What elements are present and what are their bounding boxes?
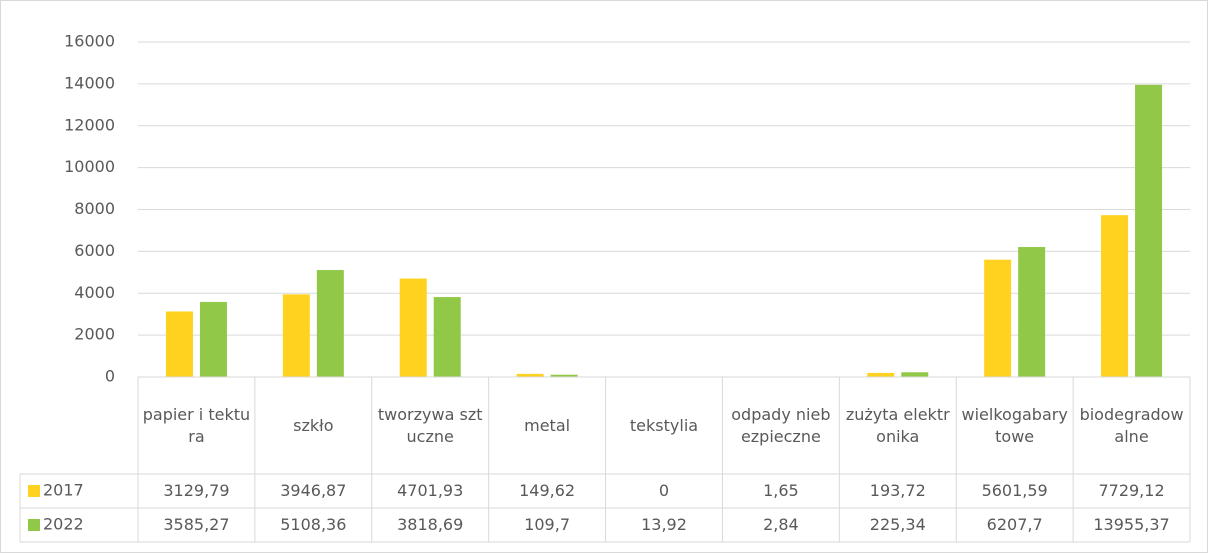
y-tick-label: 0 xyxy=(105,367,115,386)
y-tick-label: 14000 xyxy=(64,73,115,92)
category-label: tworzywa sztuczne xyxy=(377,404,483,446)
bar xyxy=(901,372,929,377)
data-table-value: 7729,12 xyxy=(1098,481,1165,500)
bar xyxy=(433,297,461,377)
legend-label: 2017 xyxy=(43,481,84,500)
bar xyxy=(399,278,427,377)
category-label: zużyta elektronika xyxy=(845,404,950,446)
bar xyxy=(282,294,310,377)
data-table-value: 3585,27 xyxy=(163,515,230,534)
data-table-value: 4701,93 xyxy=(397,481,464,500)
data-table-value: 3946,87 xyxy=(280,481,347,500)
bar xyxy=(199,301,227,377)
category-label: wielkogabarytowe xyxy=(961,404,1068,446)
data-table-value: 1,65 xyxy=(763,481,799,500)
data-table-value: 6207,7 xyxy=(986,515,1043,534)
y-tick-label: 16000 xyxy=(64,32,115,51)
category-label: biodegradowalne xyxy=(1079,404,1184,446)
data-table-value: 109,7 xyxy=(524,515,570,534)
data-table-value: 3818,69 xyxy=(397,515,464,534)
y-tick-label: 2000 xyxy=(74,325,115,344)
bar xyxy=(550,374,578,377)
data-table-value: 5601,59 xyxy=(981,481,1048,500)
legend-key xyxy=(28,485,40,497)
y-tick-label: 12000 xyxy=(64,115,115,134)
category-label: metal xyxy=(524,415,571,435)
data-table-value: 149,62 xyxy=(519,481,576,500)
data-table-value: 193,72 xyxy=(869,481,926,500)
data-table-value: 225,34 xyxy=(869,515,926,534)
bar xyxy=(165,311,193,377)
legend-key xyxy=(28,519,40,531)
bar xyxy=(984,259,1012,377)
data-table-value: 0 xyxy=(658,481,670,500)
y-tick-label: 6000 xyxy=(74,241,115,260)
y-tick-label: 8000 xyxy=(74,199,115,218)
category-label: papier i tektura xyxy=(142,404,251,446)
y-tick-label: 10000 xyxy=(64,157,115,176)
bar xyxy=(1018,247,1046,377)
bar xyxy=(516,373,544,377)
bar xyxy=(1135,84,1163,377)
data-table-value: 3129,79 xyxy=(163,481,230,500)
data-table-value: 2,84 xyxy=(763,515,799,534)
data-table-value: 13,92 xyxy=(641,515,687,534)
legend-label: 2022 xyxy=(43,515,84,534)
category-label: tekstylia xyxy=(629,415,699,435)
data-table-value: 5108,36 xyxy=(280,515,347,534)
bar xyxy=(867,372,895,377)
y-tick-label: 4000 xyxy=(74,283,115,302)
data-table-value: 13955,37 xyxy=(1093,515,1170,534)
bar xyxy=(1101,215,1129,377)
category-label: szkło xyxy=(293,415,334,435)
category-label: odpady niebezpieczne xyxy=(731,404,831,446)
bar xyxy=(316,270,344,377)
